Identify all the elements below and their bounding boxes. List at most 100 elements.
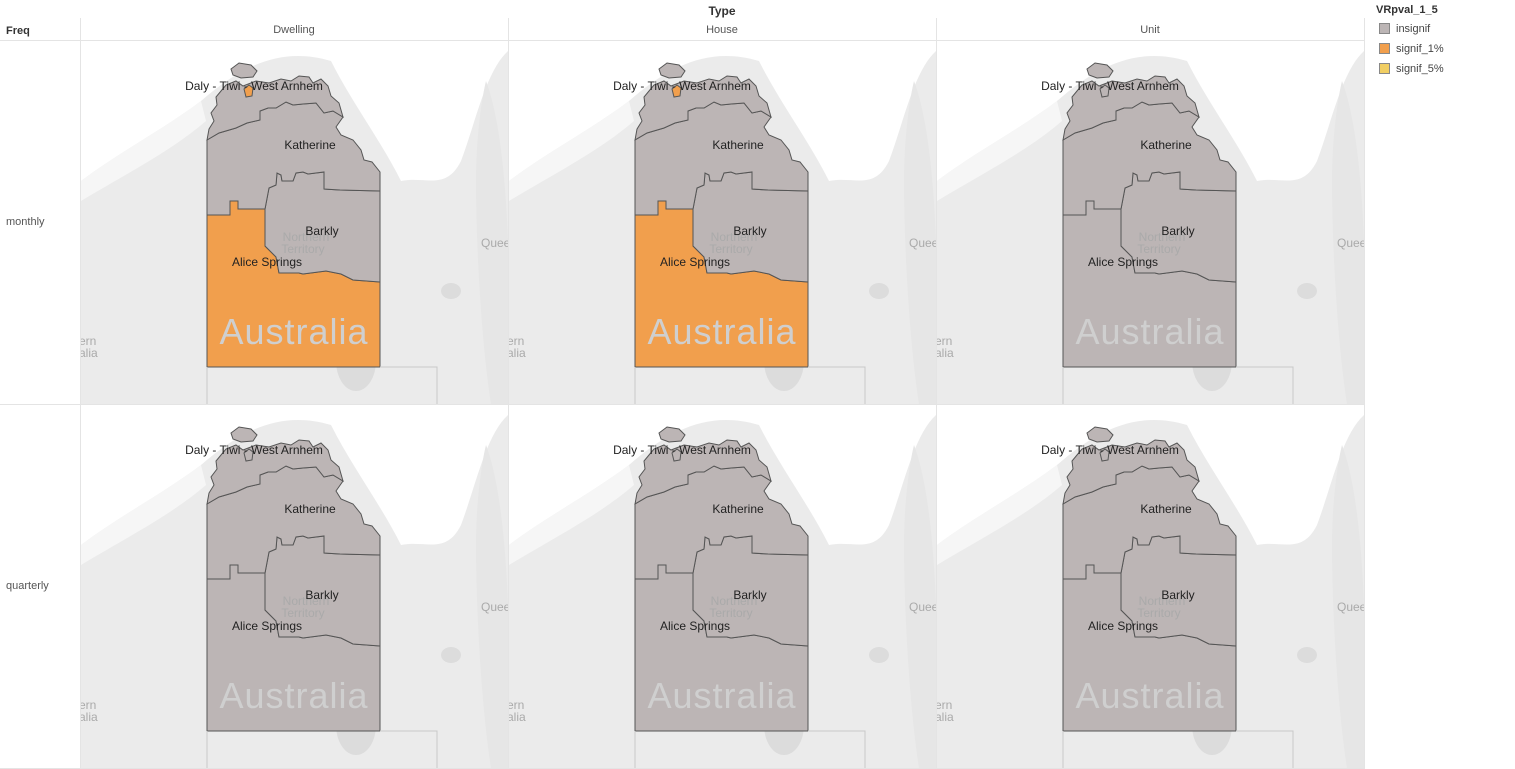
map-label-country: Australia: [647, 311, 796, 352]
map-label-alice-springs: Alice Springs: [1088, 619, 1158, 633]
map-label-katherine: Katherine: [712, 138, 764, 152]
region-tiwi-islet: [243, 448, 254, 462]
region-tiwi-islet: [1099, 448, 1110, 462]
map-label-alice-springs: Alice Springs: [1088, 255, 1158, 269]
map-label-katherine: Katherine: [1140, 138, 1192, 152]
map-label-katherine: Katherine: [284, 502, 336, 516]
map-label-barkly: Barkly: [305, 224, 338, 238]
map-label-western-australia: ern: [81, 334, 96, 348]
map-label-barkly: Barkly: [1161, 224, 1194, 238]
row-header-divider: [80, 18, 81, 769]
legend-swatch: [1379, 42, 1390, 54]
map-label-territory: Northern: [283, 230, 330, 244]
map-label-country: Australia: [1075, 311, 1224, 352]
land-queensland: [904, 445, 936, 768]
region-tiwi-islet: [671, 84, 682, 98]
sea-shallow: [81, 101, 206, 201]
legend-title: VRpval_1_5: [1376, 4, 1438, 16]
map-label-territory: Northern: [711, 594, 758, 608]
column-header-dwelling[interactable]: Dwelling: [273, 24, 315, 36]
column-header-house[interactable]: House: [706, 24, 738, 36]
map-label-daly: Daly - Tiwi - West Arnhem: [1041, 79, 1179, 93]
map-label-western-australia: alia: [937, 710, 954, 724]
map-label-katherine: Katherine: [1140, 502, 1192, 516]
map-label-territory: Territory: [281, 606, 324, 620]
map-label-daly: Daly - Tiwi - West Arnhem: [1041, 443, 1179, 457]
state-border: [1062, 366, 1294, 404]
row-divider: [0, 404, 1364, 405]
land-queensland: [1332, 81, 1364, 404]
map-label-western-australia: ern: [937, 698, 952, 712]
legend-label: insignif: [1396, 23, 1431, 35]
region-tiwi-islands: [1086, 62, 1114, 79]
region-tiwi-islet: [243, 84, 254, 98]
row-label-quarterly[interactable]: quarterly: [6, 580, 49, 592]
map-label-western-australia: ern: [509, 334, 524, 348]
lake-feature: [869, 283, 889, 299]
legend-item-insignif[interactable]: insignif: [1379, 22, 1430, 36]
map-label-territory: Northern: [283, 594, 330, 608]
row-label-monthly[interactable]: monthly: [6, 216, 45, 228]
state-border: [1062, 730, 1294, 768]
map-label-territory: Northern: [1139, 230, 1186, 244]
legend-item-signif-1[interactable]: signif_1%: [1379, 42, 1444, 56]
legend-label: signif_1%: [1396, 43, 1444, 55]
region-daly-tiwi-west-arnhem: [206, 75, 344, 141]
lake-feature: [869, 647, 889, 663]
map-label-alice-springs: Alice Springs: [660, 619, 730, 633]
sea-shallow: [81, 465, 206, 565]
legend-item-signif-5[interactable]: signif_5%: [1379, 62, 1444, 76]
region-tiwi-islands: [230, 426, 258, 443]
sea-region: [937, 41, 1364, 181]
map-label-western-australia: ern: [81, 698, 96, 712]
region-daly-tiwi-west-arnhem: [1062, 439, 1200, 505]
map-label-country: Australia: [219, 675, 368, 716]
lake-feature: [1297, 283, 1317, 299]
state-border: [206, 730, 438, 768]
region-daly-tiwi-west-arnhem: [634, 439, 772, 505]
column-divider: [508, 18, 509, 769]
map-label-alice-springs: Alice Springs: [660, 255, 730, 269]
land-queensland: [476, 81, 508, 404]
column-header-unit[interactable]: Unit: [1140, 24, 1160, 36]
state-border: [206, 366, 438, 404]
map-label-western-australia: alia: [509, 346, 526, 360]
sea-shallow: [937, 101, 1062, 201]
state-border: [634, 730, 866, 768]
sea-region: [509, 405, 936, 545]
map-label-barkly: Barkly: [733, 588, 766, 602]
map-label-barkly: Barkly: [733, 224, 766, 238]
map-label-territory: Territory: [1137, 606, 1180, 620]
map-label-country: Australia: [1075, 675, 1224, 716]
sea-shallow: [509, 101, 634, 201]
land-queensland: [476, 445, 508, 768]
map-label-country: Australia: [219, 311, 368, 352]
map-label-territory: Territory: [709, 242, 752, 256]
header-divider: [0, 40, 1364, 41]
map-label-queensland: Queen: [481, 600, 508, 614]
map-label-queensland: Queen: [1337, 600, 1364, 614]
map-label-queensland: Queen: [481, 236, 508, 250]
map-label-barkly: Barkly: [305, 588, 338, 602]
map-label-territory: Northern: [1139, 594, 1186, 608]
region-tiwi-islands: [1086, 426, 1114, 443]
lake-feature: [441, 647, 461, 663]
map-label-daly: Daly - Tiwi - West Arnhem: [185, 79, 323, 93]
map-label-territory: Territory: [1137, 242, 1180, 256]
map-label-western-australia: alia: [81, 710, 98, 724]
region-tiwi-islands: [658, 62, 686, 79]
map-label-alice-springs: Alice Springs: [232, 619, 302, 633]
land-queensland: [1332, 445, 1364, 768]
